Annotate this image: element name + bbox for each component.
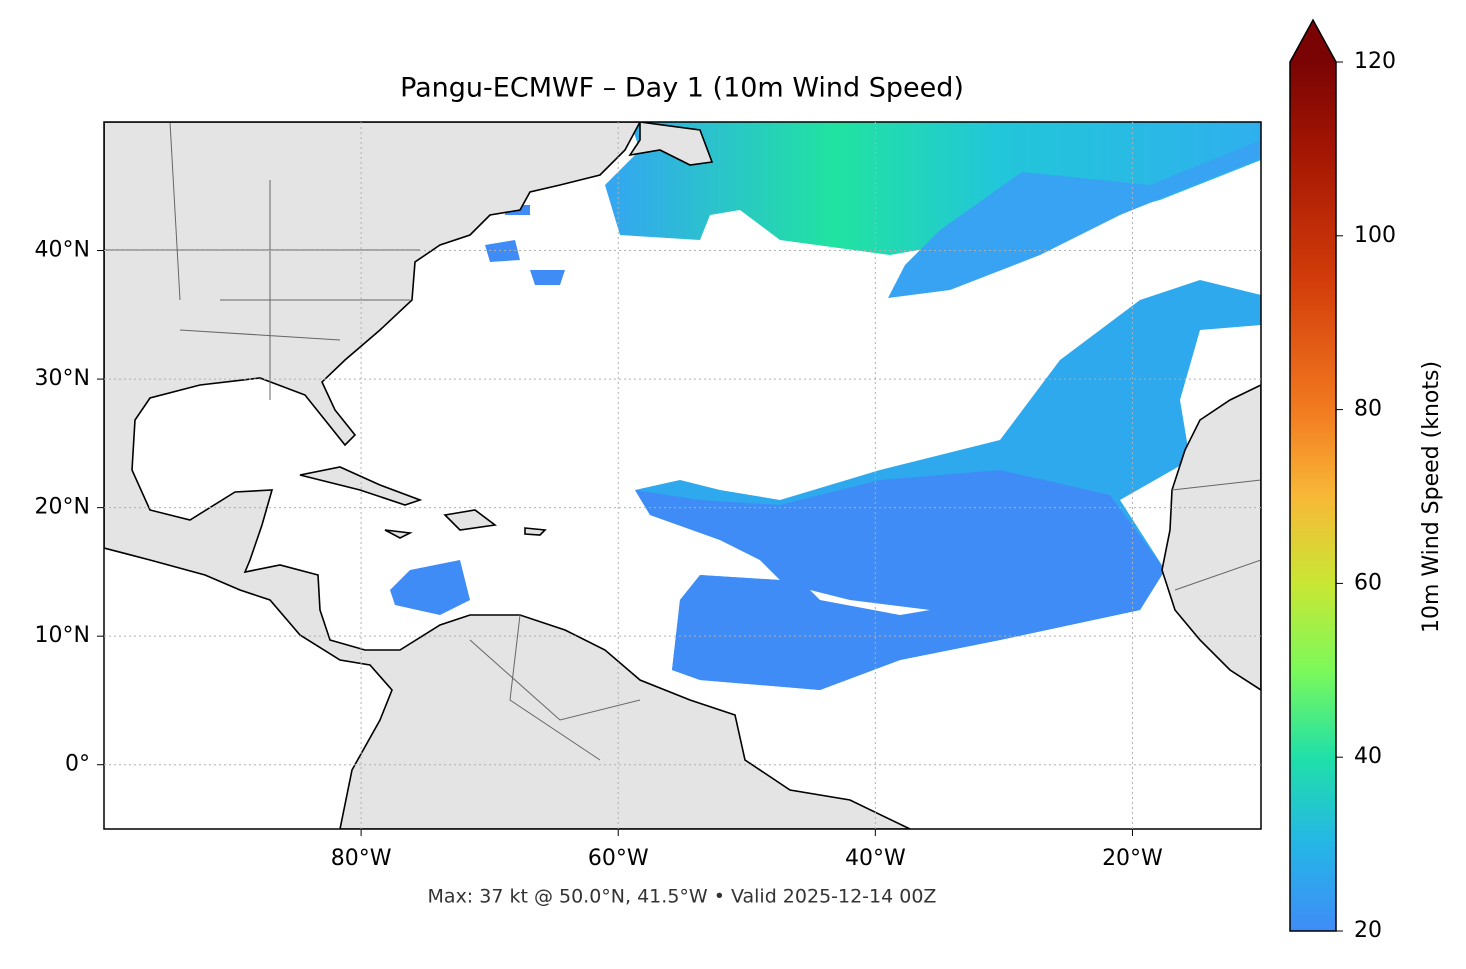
colorbar-tick-label: 80 bbox=[1354, 397, 1382, 422]
y-tick-label: 20°N bbox=[35, 495, 90, 520]
x-tick-label: 60°W bbox=[588, 846, 649, 871]
x-tick-label: 40°W bbox=[845, 846, 906, 871]
colorbar-tick-label: 40 bbox=[1354, 744, 1382, 769]
y-tick-label: 10°N bbox=[35, 623, 90, 648]
y-tick-label: 30°N bbox=[35, 366, 90, 391]
map-frame bbox=[103, 121, 1262, 830]
land bbox=[104, 122, 1261, 829]
x-tick-label: 20°W bbox=[1102, 846, 1163, 871]
colorbar bbox=[1290, 62, 1336, 931]
colorbar-tick-label: 120 bbox=[1354, 49, 1396, 74]
map-area bbox=[104, 122, 1261, 829]
colorbar-frame bbox=[1289, 18, 1337, 932]
colorbar-extend bbox=[1290, 20, 1336, 62]
annotation: Max: 37 kt @ 50.0°N, 41.5°W • Valid 2025… bbox=[428, 886, 937, 908]
y-tick-label: 0° bbox=[65, 752, 90, 777]
x-tick-label: 80°W bbox=[331, 846, 392, 871]
y-tick-label: 40°N bbox=[35, 238, 90, 263]
colorbar-tick-label: 100 bbox=[1354, 223, 1396, 248]
colorbar-tick-label: 20 bbox=[1354, 918, 1382, 943]
colorbar-label: 10m Wind Speed (knots) bbox=[1419, 361, 1444, 633]
chart-title: Pangu-ECMWF – Day 1 (10m Wind Speed) bbox=[400, 73, 964, 104]
colorbar-tick-label: 60 bbox=[1354, 570, 1382, 595]
